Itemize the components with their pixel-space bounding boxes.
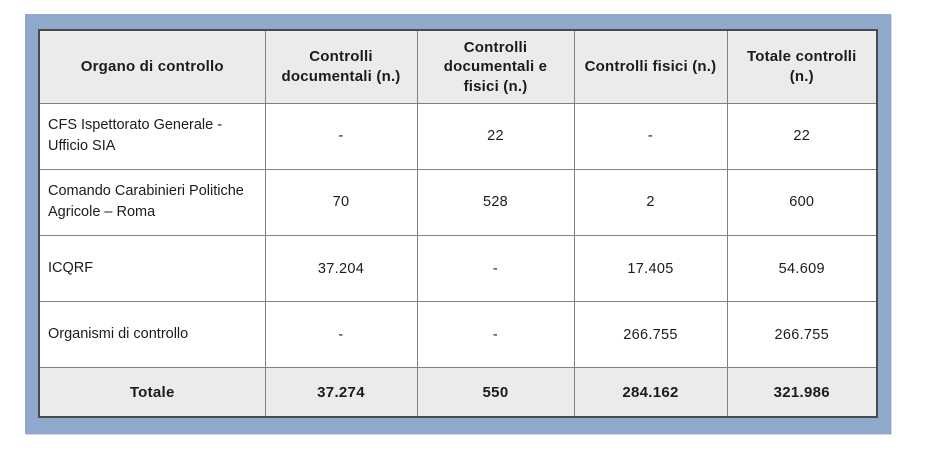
cell-value: 17.405 [573,234,728,303]
total-cell-value: 321.986 [726,367,878,418]
cell-value: 528 [416,168,575,236]
cell-value: 70 [264,168,418,236]
total-cell-value: 550 [416,367,575,418]
cell-value: - [573,102,728,170]
total-cell-value: 37.274 [264,367,418,418]
cell-value: 600 [726,168,878,236]
total-row: Totale 37.274 550 284.162 321.986 [38,367,878,418]
row-label: CFS Ispettorato Generale - Ufficio SIA [38,102,266,170]
total-cell-value: 284.162 [573,367,728,418]
table-row-organismi-di-controllo: Organismi di controllo - - 266.755 266.7… [38,301,878,369]
cell-value: 266.755 [573,301,728,369]
column-header-organo-di-controllo: Organo di controllo [38,29,266,104]
cell-value: 37.204 [264,234,418,303]
row-label: Organismi di controllo [38,301,266,369]
header-row: Organo di controllo Controlli documental… [38,29,878,104]
cell-value: 54.609 [726,234,878,303]
column-header-controlli-fisici: Controlli fisici (n.) [573,29,728,104]
table-row-cfs: CFS Ispettorato Generale - Ufficio SIA -… [38,102,878,170]
cell-value: 22 [726,102,878,170]
cell-value: 2 [573,168,728,236]
controls-table: Organo di controllo Controlli documental… [38,29,878,418]
column-header-controlli-documentali: Controlli documentali (n.) [264,29,418,104]
row-label: Comando Carabinieri Politiche Agricole –… [38,168,266,236]
cell-value: - [416,301,575,369]
table-panel: Organo di controllo Controlli documental… [25,14,891,434]
table-row-comando-carabinieri: Comando Carabinieri Politiche Agricole –… [38,168,878,236]
row-label: ICQRF [38,234,266,303]
total-row-label: Totale [38,367,266,418]
table-row-icqrf: ICQRF 37.204 - 17.405 54.609 [38,234,878,303]
column-header-totale-controlli: Totale controlli (n.) [726,29,878,104]
cell-value: - [264,102,418,170]
cell-value: 22 [416,102,575,170]
cell-value: 266.755 [726,301,878,369]
column-header-controlli-documentali-e-fisici: Controlli documentali e fisici (n.) [416,29,575,104]
cell-value: - [264,301,418,369]
cell-value: - [416,234,575,303]
